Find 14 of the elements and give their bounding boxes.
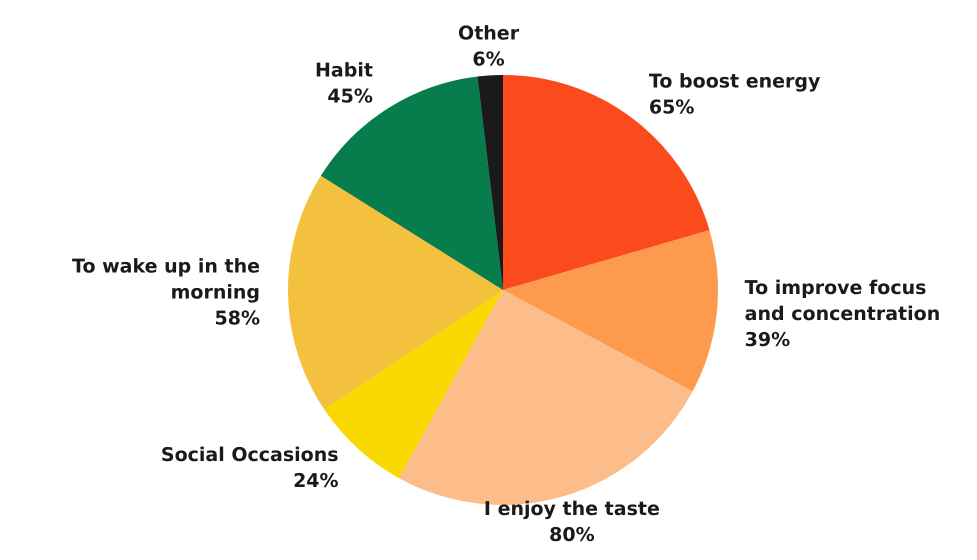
slice-label: Social Occasions: [160, 444, 339, 466]
data-label: 45%: [327, 86, 373, 108]
slice-label: Other: [458, 22, 520, 44]
data-label: 24%: [293, 470, 339, 492]
slice-label: To wake up in the morning: [72, 256, 260, 304]
data-label: 39%: [744, 329, 790, 352]
data-label: 6%: [472, 48, 505, 70]
data-label: 80%: [549, 524, 595, 546]
slice-label: To improve focus and concentration: [744, 277, 940, 326]
data-label: 58%: [214, 308, 260, 330]
slice-label: I enjoy the taste: [484, 498, 660, 520]
data-label: 65%: [648, 96, 694, 119]
slice-label: Habit: [314, 60, 373, 82]
slice-label: To boost energy: [648, 70, 822, 93]
